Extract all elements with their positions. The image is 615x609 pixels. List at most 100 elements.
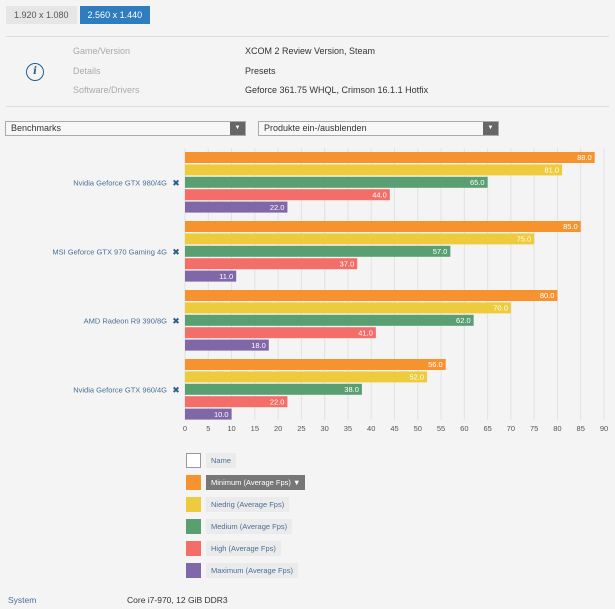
bar-value-label: 22.0 (270, 203, 285, 212)
bar (185, 383, 362, 395)
bar (185, 408, 232, 420)
x-tick-label: 90 (600, 424, 608, 433)
bar-value-label: 65.0 (470, 178, 485, 187)
x-tick-label: 60 (460, 424, 468, 433)
bar (185, 371, 428, 383)
bar (185, 152, 595, 163)
bar-value-label: 75.0 (517, 235, 532, 244)
legend-item-label[interactable]: High (Average Fps) (206, 541, 281, 556)
x-tick-label: 35 (344, 424, 352, 433)
info-icon: i (26, 63, 44, 81)
benchmarks-select-value: Benchmarks (11, 123, 62, 133)
category-label: Nvidia Geforce GTX 960/4G (73, 385, 167, 394)
legend-item-label[interactable]: Medium (Average Fps) (206, 519, 293, 534)
legend-item-label[interactable]: Niedrig (Average Fps) (206, 497, 290, 512)
category-label: Nvidia Geforce GTX 980/4G (73, 178, 167, 187)
x-tick-label: 70 (507, 424, 515, 433)
info-value-game: XCOM 2 Review Version, Steam (245, 46, 376, 56)
category-label: AMD Radeon R9 390/8G (84, 316, 168, 325)
bar (185, 258, 358, 270)
bar (185, 290, 558, 301)
bar-value-label: 10.0 (214, 410, 229, 419)
bar-value-label: 41.0 (358, 328, 373, 337)
bar (185, 189, 390, 201)
remove-product-icon[interactable]: ✖ (172, 248, 180, 258)
x-tick-label: 50 (414, 424, 422, 433)
x-tick-label: 25 (297, 424, 305, 433)
bar (185, 359, 446, 370)
bar (185, 164, 563, 176)
category-label: MSI Geforce GTX 970 Gaming 4G (52, 247, 167, 256)
x-tick-label: 20 (274, 424, 282, 433)
resolution-tabs: 1.920 x 1.080 2.560 x 1.440 (6, 6, 151, 24)
legend-swatch[interactable] (186, 541, 201, 556)
bar (185, 233, 535, 245)
info-label-details: Details (73, 66, 101, 76)
bar-value-label: 18.0 (251, 341, 266, 350)
bar (185, 221, 581, 232)
tab-resolution-1920[interactable]: 1.920 x 1.080 (6, 6, 77, 24)
bar-value-label: 85.0 (563, 222, 578, 231)
bar-value-label: 56.0 (428, 360, 443, 369)
bar-value-label: 22.0 (270, 397, 285, 406)
legend-swatch[interactable] (186, 519, 201, 534)
bar-value-label: 80.0 (540, 291, 555, 300)
bar-value-label: 57.0 (433, 247, 448, 256)
bar-value-label: 81.0 (544, 166, 559, 175)
legend-swatch[interactable] (186, 497, 201, 512)
bar-value-label: 37.0 (340, 259, 355, 268)
x-tick-label: 80 (553, 424, 561, 433)
legend-name-label[interactable]: Name (206, 453, 237, 468)
bar (185, 201, 288, 213)
info-value-software: Geforce 361.75 WHQL, Crimson 16.1.1 Hotf… (245, 85, 429, 95)
legend-item-label[interactable]: Maximum (Average Fps) (206, 563, 298, 578)
bar (185, 314, 474, 326)
bar-value-label: 11.0 (219, 272, 233, 281)
bar (185, 302, 511, 314)
legend-swatch[interactable] (186, 475, 201, 490)
chevron-down-icon[interactable]: ▼ (483, 122, 498, 135)
x-tick-label: 30 (320, 424, 328, 433)
x-tick-label: 65 (483, 424, 491, 433)
divider (6, 36, 609, 37)
bar (185, 396, 288, 408)
legend-item-label[interactable]: Minimum (Average Fps) ▼ (206, 475, 306, 490)
system-value: Core i7-970, 12 GiB DDR3 (127, 595, 228, 605)
x-tick-label: 0 (183, 424, 187, 433)
tab-resolution-2560[interactable]: 2.560 x 1.440 (79, 6, 151, 24)
products-select-value: Produkte ein-/ausblenden (264, 123, 367, 133)
remove-product-icon[interactable]: ✖ (172, 386, 180, 396)
bar-value-label: 38.0 (344, 385, 359, 394)
legend-swatch[interactable] (186, 563, 201, 578)
x-tick-label: 40 (367, 424, 375, 433)
bar-value-label: 70.0 (493, 304, 508, 313)
x-tick-label: 45 (390, 424, 398, 433)
remove-product-icon[interactable]: ✖ (172, 317, 180, 327)
x-tick-label: 55 (437, 424, 445, 433)
bar-value-label: 52.0 (409, 373, 424, 382)
products-select[interactable]: Produkte ein-/ausblenden ▼ (258, 121, 499, 136)
info-value-details: Presets (245, 66, 276, 76)
legend-name-checkbox[interactable] (186, 453, 201, 468)
divider (6, 106, 609, 107)
remove-product-icon[interactable]: ✖ (172, 179, 180, 189)
bar-value-label: 44.0 (372, 190, 387, 199)
bar (185, 339, 269, 351)
bar (185, 176, 488, 188)
benchmarks-select[interactable]: Benchmarks ▼ (5, 121, 246, 136)
info-label-software: Software/Drivers (73, 85, 140, 95)
x-tick-label: 85 (577, 424, 585, 433)
bar-value-label: 88.0 (577, 153, 592, 162)
chevron-down-icon[interactable]: ▼ (230, 122, 245, 135)
bar (185, 270, 237, 282)
system-label[interactable]: System (8, 595, 37, 605)
bar (185, 245, 451, 257)
x-tick-label: 10 (227, 424, 235, 433)
x-tick-label: 15 (251, 424, 259, 433)
x-tick-label: 5 (206, 424, 210, 433)
bar-value-label: 62.0 (456, 316, 471, 325)
bar (185, 327, 376, 339)
x-tick-label: 75 (530, 424, 538, 433)
benchmark-bar-chart: 0 5 10 15 20 25 30 35 40 45 50 55 60 65 70 75 80 85 90 Nvid… (52, 148, 608, 433)
info-label-game: Game/Version (73, 46, 131, 56)
